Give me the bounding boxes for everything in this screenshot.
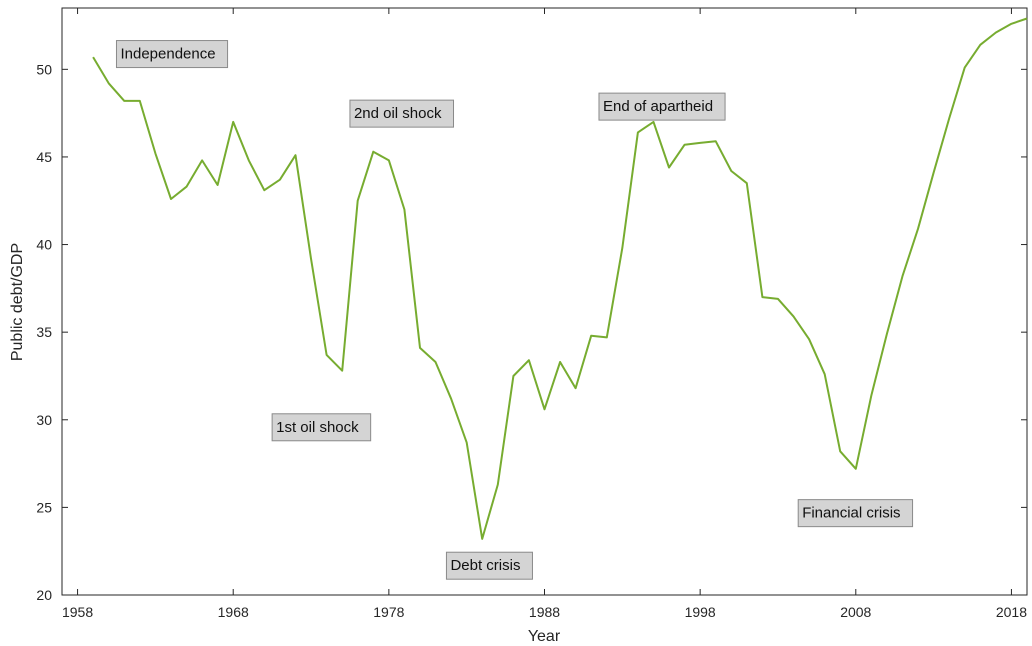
annotation-box [598, 92, 726, 121]
x-tick-label: 1958 [62, 604, 93, 620]
tick-labels: 1958 1968 1978 1988 1998 2008 2018 20 25 30 35 40 45… [36, 61, 1027, 620]
x-tick-label: 2018 [996, 604, 1027, 620]
annotation-text: 2nd oil shock [354, 105, 442, 122]
annotation-text: Independence [120, 46, 215, 63]
y-tick-label: 40 [36, 237, 52, 253]
annotation-label: Debt crisis [445, 551, 533, 580]
annotation-label: 2nd oil shock [349, 99, 455, 128]
annotation-label: Independence [115, 40, 229, 69]
annotation-text: Debt crisis [450, 557, 520, 574]
y-tick-label: 45 [36, 149, 52, 165]
x-tick-label: 1998 [685, 604, 716, 620]
y-tick-label: 50 [36, 61, 52, 77]
x-axis-title: Year [528, 628, 561, 645]
axis-ticks [62, 8, 1027, 596]
annotation-text: 1st oil shock [276, 419, 359, 436]
x-tick-label: 2008 [840, 604, 871, 620]
annotation-box [115, 40, 229, 69]
annotation-box [349, 99, 455, 128]
x-tick-label: 1968 [218, 604, 249, 620]
annotation-text: End of apartheid [603, 98, 713, 115]
plot-area [61, 7, 1028, 596]
annotation-box [797, 499, 914, 528]
annotation-box [445, 551, 533, 580]
annotation-label: 1st oil shock [271, 413, 372, 442]
annotations: Independence 2nd oil shock 1st oil shock De… [115, 40, 914, 580]
annotation-text: Financial crisis [802, 505, 900, 522]
annotation-label: End of apartheid [598, 92, 726, 121]
y-tick-label: 25 [36, 499, 52, 515]
x-tick-label: 1988 [529, 604, 560, 620]
y-axis-title: Public debt/GDP [9, 243, 26, 361]
y-tick-label: 30 [36, 412, 52, 428]
annotation-label: Financial crisis [797, 499, 914, 528]
y-tick-label: 35 [36, 324, 52, 340]
x-tick-label: 1978 [373, 604, 404, 620]
debt-series-line [92, 17, 1028, 540]
annotation-box [271, 413, 372, 442]
y-tick-label: 20 [36, 587, 52, 603]
